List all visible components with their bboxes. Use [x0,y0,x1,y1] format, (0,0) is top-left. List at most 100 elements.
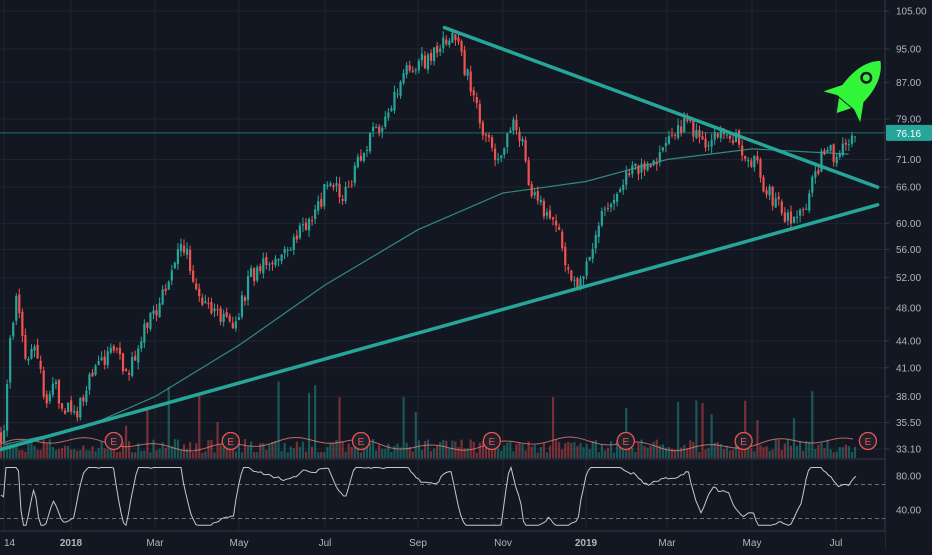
time-axis-bg [0,532,885,550]
volume-bar [33,445,36,458]
volume-bar [112,443,115,458]
candle-body [780,201,783,214]
candle-body [695,130,698,139]
candle-body [396,93,399,95]
candle-body [253,268,256,282]
candle-body [420,53,423,61]
candle-body [646,163,649,171]
volume-bar [292,448,295,458]
volume-bar [738,440,741,458]
earnings-marker-label: E [489,437,496,448]
candle-body [701,136,704,140]
volume-bar [192,452,195,458]
volume-bar [658,445,661,458]
volume-bar [210,439,213,458]
volume-bar [100,441,103,458]
candle-body [853,136,857,138]
volume-bar [27,441,30,458]
volume-bar [405,442,408,458]
volume-bar [88,450,91,458]
volume-bar [350,446,353,458]
volume-bar [570,442,573,458]
candle-body [33,346,36,351]
candle-body [567,267,570,270]
candle-body [533,192,536,196]
candle-body [234,321,237,329]
candle-body [597,225,600,237]
candle-body [469,71,472,92]
volume-bar [222,446,225,458]
volume-bar [314,385,317,458]
candle-body [670,134,674,136]
candle-body [280,254,283,261]
candle-body [503,148,506,155]
volume-bar [30,441,33,458]
volume-bar [661,444,664,458]
candle-body [149,312,152,330]
volume-bar [622,448,625,458]
volume-bar [689,440,692,458]
volume-bar [789,445,793,458]
candle-body [768,186,771,196]
volume-bar [728,450,732,458]
volume-bar [652,441,655,458]
candle-body [375,127,378,129]
candle-body [30,349,33,359]
candle-body [76,410,79,418]
volume-bar [594,440,597,458]
candle-body [250,268,253,277]
volume-bar [518,442,521,458]
candle-body [579,278,582,289]
volume-bar [24,451,27,458]
candle-body [195,283,198,290]
earnings-marker [858,431,878,451]
volume-bar [201,452,204,458]
volume-bar [256,451,259,458]
candle-body [228,315,231,322]
candle-body [643,163,646,170]
volume-bar [600,444,603,458]
candle-body [387,112,390,118]
candle-body [109,347,112,353]
candle-body [27,358,30,361]
volume-bar [588,449,591,458]
candle-body [158,303,161,318]
candle-body [628,173,631,176]
candle-body [436,45,439,53]
candle-body [390,108,393,112]
volume-bar [121,442,125,458]
candle-body [677,125,680,138]
volume-bar [295,441,298,458]
candle-body [9,338,12,383]
candle-body [268,263,271,265]
volume-bar [838,447,841,458]
candle-body [283,248,286,254]
volume-bar [332,442,335,458]
candle-body [338,183,341,198]
candle-body [777,196,780,200]
candle-body [408,65,411,71]
volume-bar [97,447,100,458]
candle-body [341,198,344,201]
candle-body [259,266,262,272]
volume-bar [820,442,823,458]
volume-bar [237,439,240,458]
candle-body [561,231,564,249]
candle-body [792,217,796,223]
time-tick-label: Mar [658,538,676,549]
volume-average-line [0,436,854,452]
volume-bar [63,445,67,458]
candle-body [326,184,329,187]
volume-bar [18,450,21,458]
volume-bar [91,446,94,458]
candle-body [179,243,183,252]
candle-body [2,430,6,442]
candle-body [112,346,115,351]
volume-bar [155,450,158,458]
candle-body [152,310,155,314]
candle-body [143,323,146,343]
candle-body [802,209,805,211]
candle-body [716,133,719,137]
